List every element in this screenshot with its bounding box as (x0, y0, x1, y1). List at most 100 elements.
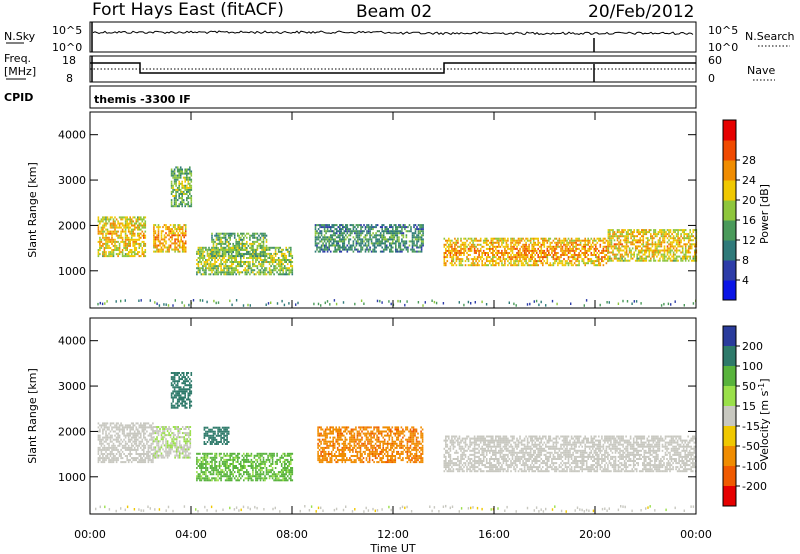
power-echo-cell (227, 249, 230, 251)
power-echo-cell (457, 237, 459, 240)
power-echo-cell (247, 267, 250, 270)
power-echo-cell (612, 237, 614, 240)
power-echo-cell (326, 236, 329, 239)
power-echo-cell (416, 238, 418, 241)
power-echo-cell (584, 262, 586, 265)
nsearch-tick-bottom: 10^0 (708, 41, 738, 54)
power-echo-cell (401, 240, 403, 243)
power-echo-cell (458, 262, 461, 265)
power-echo-cell (378, 244, 380, 247)
power-echo-cell (554, 262, 556, 265)
velocity-echo-cell (129, 459, 131, 462)
power-echo-cell (473, 249, 476, 252)
velocity-echo-cell (111, 457, 113, 460)
power-echo-cell (212, 273, 215, 276)
power-echo-cell (340, 230, 343, 233)
velocity-echo-cell (175, 450, 178, 453)
power-echo-cell (576, 239, 579, 242)
power-echo-cell (103, 224, 106, 227)
power-echo-cell (654, 247, 657, 250)
power-echo-cell (375, 240, 377, 243)
power-echo-cell (172, 234, 175, 237)
power-echo-cell (262, 255, 265, 258)
power-echo-cell (108, 247, 110, 249)
velocity-echo-cell (123, 428, 125, 431)
power-echo-cell (650, 235, 652, 238)
power-echo-cell (416, 242, 418, 245)
power-echo-cell (399, 232, 402, 235)
power-echo-cell (446, 256, 449, 259)
power-echo-cell (653, 243, 655, 246)
velocity-echo-cell (152, 448, 154, 451)
power-scatter-cell (379, 299, 381, 303)
power-echo-cell (678, 255, 681, 258)
power-echo-cell (401, 250, 403, 253)
velocity-echo-cell (178, 394, 180, 397)
power-echo-cell (361, 248, 364, 251)
power-echo-cell (631, 257, 634, 260)
velocity-echo-cell (187, 376, 190, 379)
power-echo-cell (133, 216, 136, 219)
velocity-echo-cell (108, 446, 110, 449)
power-echo-cell (567, 249, 570, 252)
power-echo-cell (492, 249, 494, 252)
power-echo-cell (217, 247, 219, 249)
power-echo-cell (407, 246, 409, 249)
velocity-echo-cell (172, 386, 174, 389)
power-echo-cell (694, 257, 696, 260)
power-echo-cell (607, 247, 610, 250)
velocity-echo-cell (189, 404, 191, 407)
velocity-echo-cell (143, 426, 145, 429)
power-echo-cell (599, 262, 602, 265)
power-echo-cell (366, 246, 368, 249)
power-echo-cell (221, 271, 224, 274)
power-echo-cell (645, 241, 648, 244)
power-echo-cell (694, 251, 696, 254)
power-echo-cell (482, 241, 485, 244)
power-echo-cell (561, 254, 564, 256)
power-echo-cell (329, 236, 332, 239)
power-echo-cell (153, 234, 155, 237)
power-echo-cell (211, 249, 213, 251)
power-echo-cell (481, 264, 483, 267)
velocity-echo-cell (135, 426, 138, 429)
power-echo-cell (277, 263, 280, 266)
power-echo-cell (332, 230, 335, 233)
velocity-echo-cell (140, 436, 142, 439)
power-echo-cell (376, 242, 379, 245)
power-echo-cell (243, 244, 245, 247)
power-echo-cell (588, 247, 591, 250)
power-echo-cell (625, 241, 628, 244)
power-echo-cell (470, 264, 473, 267)
power-echo-cell (576, 260, 579, 263)
velocity-echo-cell (129, 448, 131, 451)
power-echo-cell (570, 262, 573, 265)
power-echo-cell (404, 226, 406, 229)
power-echo-cell (244, 267, 247, 270)
power-echo-cell (235, 252, 237, 255)
power-echo-cell (505, 243, 508, 246)
power-echo-cell (323, 248, 326, 251)
power-echo-cell (264, 247, 266, 249)
velocity-echo-cell (188, 436, 190, 439)
power-echo-cell (460, 264, 462, 267)
power-echo-cell (535, 252, 538, 254)
power-echo-cell (261, 271, 263, 274)
velocity-echo-cell (100, 461, 103, 464)
power-echo-cell (622, 245, 625, 248)
power-echo-cell (624, 247, 626, 250)
power-echo-cell (173, 178, 176, 181)
power-echo-cell (259, 244, 262, 247)
power-echo-cell (609, 235, 611, 238)
power-scatter-cell (158, 304, 161, 307)
power-echo-cell (206, 267, 209, 270)
velocity-echo-cell (138, 424, 141, 427)
power-echo-cell (378, 230, 380, 233)
power-echo-cell (690, 259, 693, 262)
power-echo-cell (627, 253, 629, 256)
power-echo-cell (323, 244, 326, 247)
power-echo-cell (575, 247, 577, 250)
power-echo-cell (102, 220, 104, 223)
power-echo-cell (678, 249, 681, 252)
power-echo-cell (692, 257, 695, 260)
